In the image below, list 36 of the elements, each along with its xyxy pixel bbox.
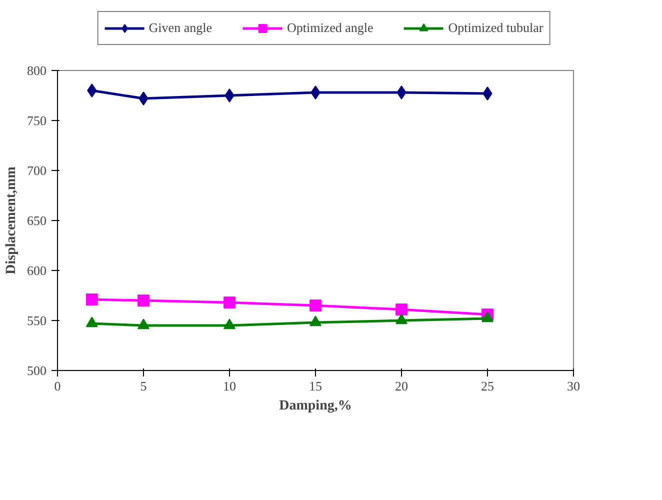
point	[310, 300, 322, 312]
y-tick-label: 500	[27, 363, 46, 378]
point	[86, 316, 98, 328]
point	[138, 92, 148, 106]
y-tick-label: 600	[27, 263, 46, 278]
point	[224, 318, 236, 330]
x-axis-title: Damping,%	[279, 398, 352, 414]
point	[224, 88, 234, 102]
legend-label: Given angle	[148, 20, 212, 36]
point	[138, 294, 150, 306]
x-tick-label: 5	[140, 378, 147, 394]
point	[86, 294, 98, 306]
y-tick-label: 750	[27, 113, 46, 128]
point	[310, 316, 322, 326]
point	[396, 304, 408, 316]
legend-label: Optimized angle	[286, 20, 374, 36]
y-axis-title: Displacement,mm	[4, 166, 19, 274]
y-tick-label: 800	[27, 63, 46, 78]
point	[482, 312, 494, 322]
point	[396, 86, 406, 100]
point	[310, 86, 320, 100]
point	[224, 296, 236, 308]
y-tick-label: 650	[27, 213, 46, 228]
y-tick-label: 550	[27, 313, 46, 328]
point	[87, 84, 97, 98]
legend-label: Optimized tubular	[448, 20, 544, 36]
x-tick-label: 20	[395, 378, 408, 394]
x-tick-label: 0	[54, 378, 61, 394]
x-tick-label: 10	[223, 378, 236, 394]
x-tick-label: 30	[567, 378, 580, 394]
point	[482, 86, 492, 100]
point	[396, 314, 408, 324]
point	[138, 318, 150, 330]
y-tick-label: 700	[27, 163, 46, 178]
x-tick-label: 25	[481, 378, 494, 394]
x-tick-label: 15	[309, 378, 322, 394]
